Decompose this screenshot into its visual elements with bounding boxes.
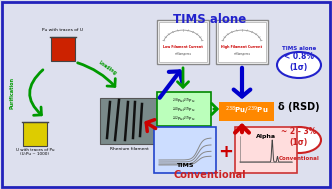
FancyArrowPatch shape [160, 71, 182, 98]
Text: TIMS alone: TIMS alone [282, 46, 316, 50]
Text: $^{240}$Pu/$^{239}$Pu: $^{240}$Pu/$^{239}$Pu [172, 105, 196, 115]
FancyArrowPatch shape [30, 70, 43, 115]
Text: U with traces of Pu
(U:Pu ~ 1000): U with traces of Pu (U:Pu ~ 1000) [16, 148, 54, 156]
Text: Purification: Purification [10, 77, 15, 109]
FancyBboxPatch shape [51, 37, 75, 61]
Text: Conventional: Conventional [174, 170, 246, 180]
FancyArrowPatch shape [177, 68, 189, 87]
Text: TIMS: TIMS [176, 163, 194, 168]
Text: +: + [218, 143, 233, 161]
Text: Loading: Loading [98, 60, 118, 76]
Text: $^{242}$Pu/$^{239}$Pu: $^{242}$Pu/$^{239}$Pu [172, 114, 196, 124]
Text: Pu with traces of U: Pu with traces of U [42, 28, 84, 32]
FancyBboxPatch shape [235, 127, 297, 173]
FancyBboxPatch shape [23, 122, 47, 146]
Text: Conventional: Conventional [279, 156, 319, 160]
FancyBboxPatch shape [157, 20, 209, 64]
FancyArrowPatch shape [78, 63, 115, 86]
Ellipse shape [277, 52, 321, 78]
FancyBboxPatch shape [219, 101, 275, 121]
FancyBboxPatch shape [100, 98, 158, 144]
Text: High Filament Current: High Filament Current [221, 45, 263, 49]
Text: δ (RSD): δ (RSD) [278, 102, 320, 112]
Text: TIMS alone: TIMS alone [173, 13, 247, 26]
FancyBboxPatch shape [216, 20, 268, 64]
Text: < 0.8%
(1σ): < 0.8% (1σ) [284, 52, 314, 72]
Text: Low Filament Current: Low Filament Current [163, 45, 203, 49]
FancyBboxPatch shape [157, 92, 211, 126]
Text: $^{238}$Pu/$^{239}$Pu: $^{238}$Pu/$^{239}$Pu [225, 105, 269, 117]
Text: milliamperes: milliamperes [233, 52, 251, 56]
FancyArrowPatch shape [235, 126, 249, 133]
FancyArrowPatch shape [212, 103, 217, 115]
FancyArrowPatch shape [234, 68, 250, 97]
Text: ~ 2 - 3%
(1σ): ~ 2 - 3% (1σ) [281, 127, 317, 147]
Text: Rhenium filament: Rhenium filament [110, 147, 148, 151]
Text: milliamperes: milliamperes [175, 52, 192, 56]
Text: Alpha: Alpha [256, 134, 276, 139]
Text: $^{238}$Pu/$^{239}$Pu: $^{238}$Pu/$^{239}$Pu [172, 96, 196, 106]
FancyBboxPatch shape [154, 127, 216, 173]
FancyArrowPatch shape [146, 120, 156, 132]
Ellipse shape [277, 127, 321, 153]
